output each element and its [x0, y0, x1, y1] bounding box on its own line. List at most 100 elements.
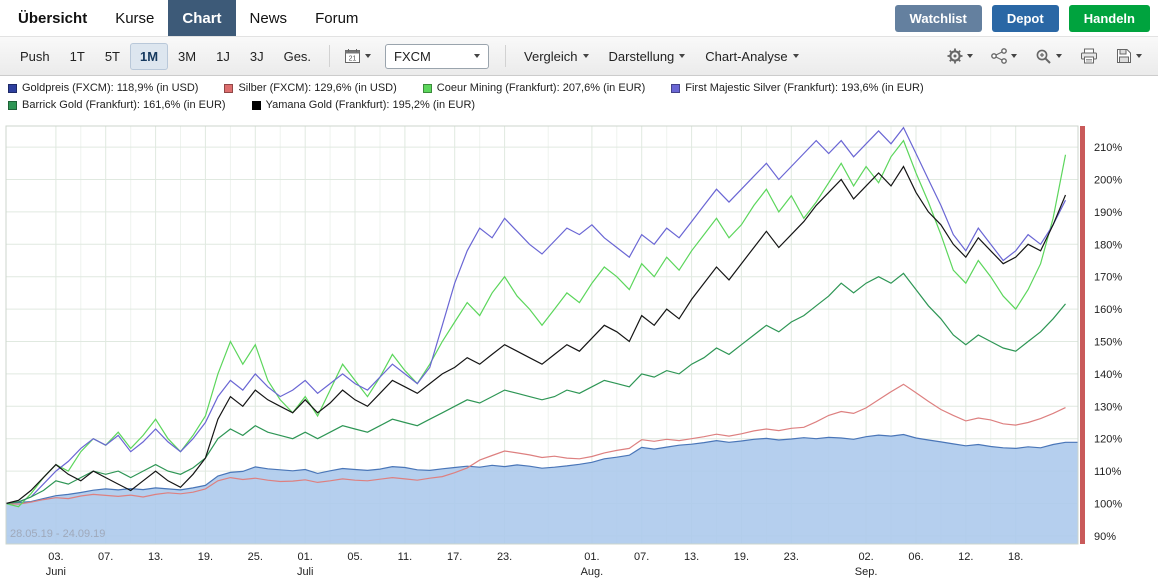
svg-text:150%: 150%	[1094, 337, 1122, 349]
svg-text:180%: 180%	[1094, 239, 1122, 251]
svg-text:160%: 160%	[1094, 304, 1122, 316]
svg-text:120%: 120%	[1094, 434, 1122, 446]
toolbar-separator	[329, 45, 331, 67]
tab-kurse[interactable]: Kurse	[115, 9, 155, 27]
top-navigation: Übersicht Kurse Chart News Forum Watchli…	[0, 0, 1158, 36]
chart-legend: Goldpreis (FXCM): 118,9% (in USD) Silber…	[0, 76, 1158, 116]
series-color-swatch	[8, 101, 17, 110]
legend-item-yamana-gold: Yamana Gold (Frankfurt): 195,2% (in EUR)	[251, 97, 476, 114]
svg-text:170%: 170%	[1094, 272, 1122, 284]
calendar-range-button[interactable]: 21	[338, 44, 377, 68]
period-1j[interactable]: 1J	[216, 48, 230, 64]
series-color-swatch	[422, 84, 432, 93]
svg-text:19.: 19.	[198, 551, 213, 563]
chart-toolbar: Push 1T 5T 1M 3M 1J 3J Ges. 21 FXCM Verg…	[0, 36, 1158, 76]
nodes-icon	[991, 48, 1007, 64]
svg-text:17.: 17.	[447, 551, 462, 563]
tab-uebersicht[interactable]: Übersicht	[18, 9, 88, 27]
source-select-value: FXCM	[394, 48, 431, 64]
chevron-down-icon	[679, 54, 686, 58]
chevron-down-icon	[365, 54, 372, 58]
svg-text:23.: 23.	[784, 551, 799, 563]
svg-text:05.: 05.	[347, 551, 362, 563]
svg-text:Aug.: Aug.	[581, 566, 604, 578]
chevron-down-icon	[967, 54, 973, 58]
print-button[interactable]	[1074, 44, 1104, 68]
svg-text:03.: 03.	[48, 551, 63, 563]
menu-label: Darstellung	[608, 48, 675, 64]
svg-text:13.: 13.	[684, 551, 699, 563]
legend-label: Goldpreis (FXCM): 118,9% (in USD)	[22, 82, 199, 94]
legend-item-barrick-gold: Barrick Gold (Frankfurt): 161,6% (in EUR…	[8, 97, 226, 114]
zoom-button[interactable]	[1029, 44, 1068, 69]
period-ges[interactable]: Ges.	[283, 48, 312, 64]
svg-text:01.: 01.	[584, 551, 599, 563]
period-5t[interactable]: 5T	[104, 48, 120, 64]
svg-text:90%: 90%	[1094, 531, 1116, 543]
chart-area: 90% 100% 110% 120% 130% 140% 150% 160% 170% 180% 1…	[0, 116, 1158, 578]
watchlist-button[interactable]: Watchlist	[894, 4, 982, 32]
svg-text:11.: 11.	[398, 551, 412, 563]
vergleich-menu[interactable]: Vergleich	[514, 44, 598, 69]
legend-item-silber: Silber (FXCM): 129,6% (in USD)	[224, 80, 397, 97]
series-color-swatch	[251, 101, 261, 110]
period-3m[interactable]: 3M	[178, 48, 197, 64]
price-chart[interactable]: 90% 100% 110% 120% 130% 140% 150% 160% 170% 180% 1…	[0, 116, 1158, 578]
tab-news[interactable]: News	[249, 9, 288, 27]
legend-item-first-majestic: First Majestic Silver (Frankfurt): 193,6…	[671, 80, 924, 97]
period-1t[interactable]: 1T	[69, 48, 85, 64]
toolbar-separator	[505, 45, 507, 67]
chevron-down-icon	[582, 54, 589, 58]
indicators-button[interactable]	[985, 44, 1023, 68]
svg-text:110%: 110%	[1094, 466, 1122, 478]
svg-text:Juni: Juni	[46, 566, 66, 578]
push-toggle[interactable]: Push	[20, 48, 50, 64]
svg-text:140%: 140%	[1094, 369, 1122, 381]
menu-label: Chart-Analyse	[705, 48, 788, 64]
handeln-button[interactable]: Handeln	[1068, 4, 1150, 32]
svg-text:190%: 190%	[1094, 207, 1122, 219]
series-color-swatch	[224, 84, 234, 93]
chart-analyse-menu[interactable]: Chart-Analyse	[695, 44, 808, 69]
legend-label: First Majestic Silver (Frankfurt): 193,6…	[685, 82, 924, 94]
save-button[interactable]	[1110, 44, 1148, 68]
chevron-down-icon	[1056, 54, 1062, 58]
printer-icon	[1081, 48, 1097, 64]
svg-text:Juli: Juli	[297, 566, 314, 578]
zoom-in-icon	[1036, 49, 1051, 64]
legend-row: Goldpreis (FXCM): 118,9% (in USD) Silber…	[8, 80, 1150, 97]
svg-text:210%: 210%	[1094, 142, 1122, 154]
darstellung-menu[interactable]: Darstellung	[599, 44, 696, 69]
svg-text:06.: 06.	[908, 551, 923, 563]
source-select[interactable]: FXCM	[385, 43, 490, 69]
svg-text:18.: 18.	[1008, 551, 1023, 563]
svg-text:130%: 130%	[1094, 401, 1122, 413]
action-buttons: Watchlist Depot Handeln	[894, 4, 1158, 32]
tab-forum[interactable]: Forum	[315, 9, 359, 27]
svg-text:07.: 07.	[634, 551, 649, 563]
chevron-down-icon	[792, 54, 799, 58]
main-tabs: Übersicht Kurse Chart News Forum	[4, 0, 372, 36]
chevron-down-icon	[474, 54, 481, 58]
chart-settings-button[interactable]	[941, 44, 979, 68]
save-icon	[1117, 49, 1131, 63]
chevron-down-icon	[1011, 54, 1017, 58]
period-3j[interactable]: 3J	[249, 48, 264, 64]
svg-text:28.05.19 - 24.09.19: 28.05.19 - 24.09.19	[10, 528, 105, 540]
legend-label: Coeur Mining (Frankfurt): 207,6% (in EUR…	[436, 82, 646, 94]
depot-button[interactable]: Depot	[991, 4, 1059, 32]
tab-chart[interactable]: Chart	[168, 0, 236, 36]
period-1m[interactable]: 1M	[129, 42, 169, 70]
svg-text:19.: 19.	[734, 551, 749, 563]
svg-text:12.: 12.	[958, 551, 973, 563]
legend-label: Barrick Gold (Frankfurt): 161,6% (in EUR…	[22, 99, 226, 111]
svg-text:02.: 02.	[858, 551, 873, 563]
calendar-icon: 21	[345, 49, 361, 63]
svg-text:01.: 01.	[298, 551, 313, 563]
svg-text:200%: 200%	[1094, 175, 1122, 187]
legend-label: Yamana Gold (Frankfurt): 195,2% (in EUR)	[265, 99, 476, 111]
svg-text:Sep.: Sep.	[855, 566, 878, 578]
svg-text:21: 21	[349, 56, 357, 63]
series-color-swatch	[671, 84, 681, 93]
legend-item-coeur-mining: Coeur Mining (Frankfurt): 207,6% (in EUR…	[422, 80, 646, 97]
